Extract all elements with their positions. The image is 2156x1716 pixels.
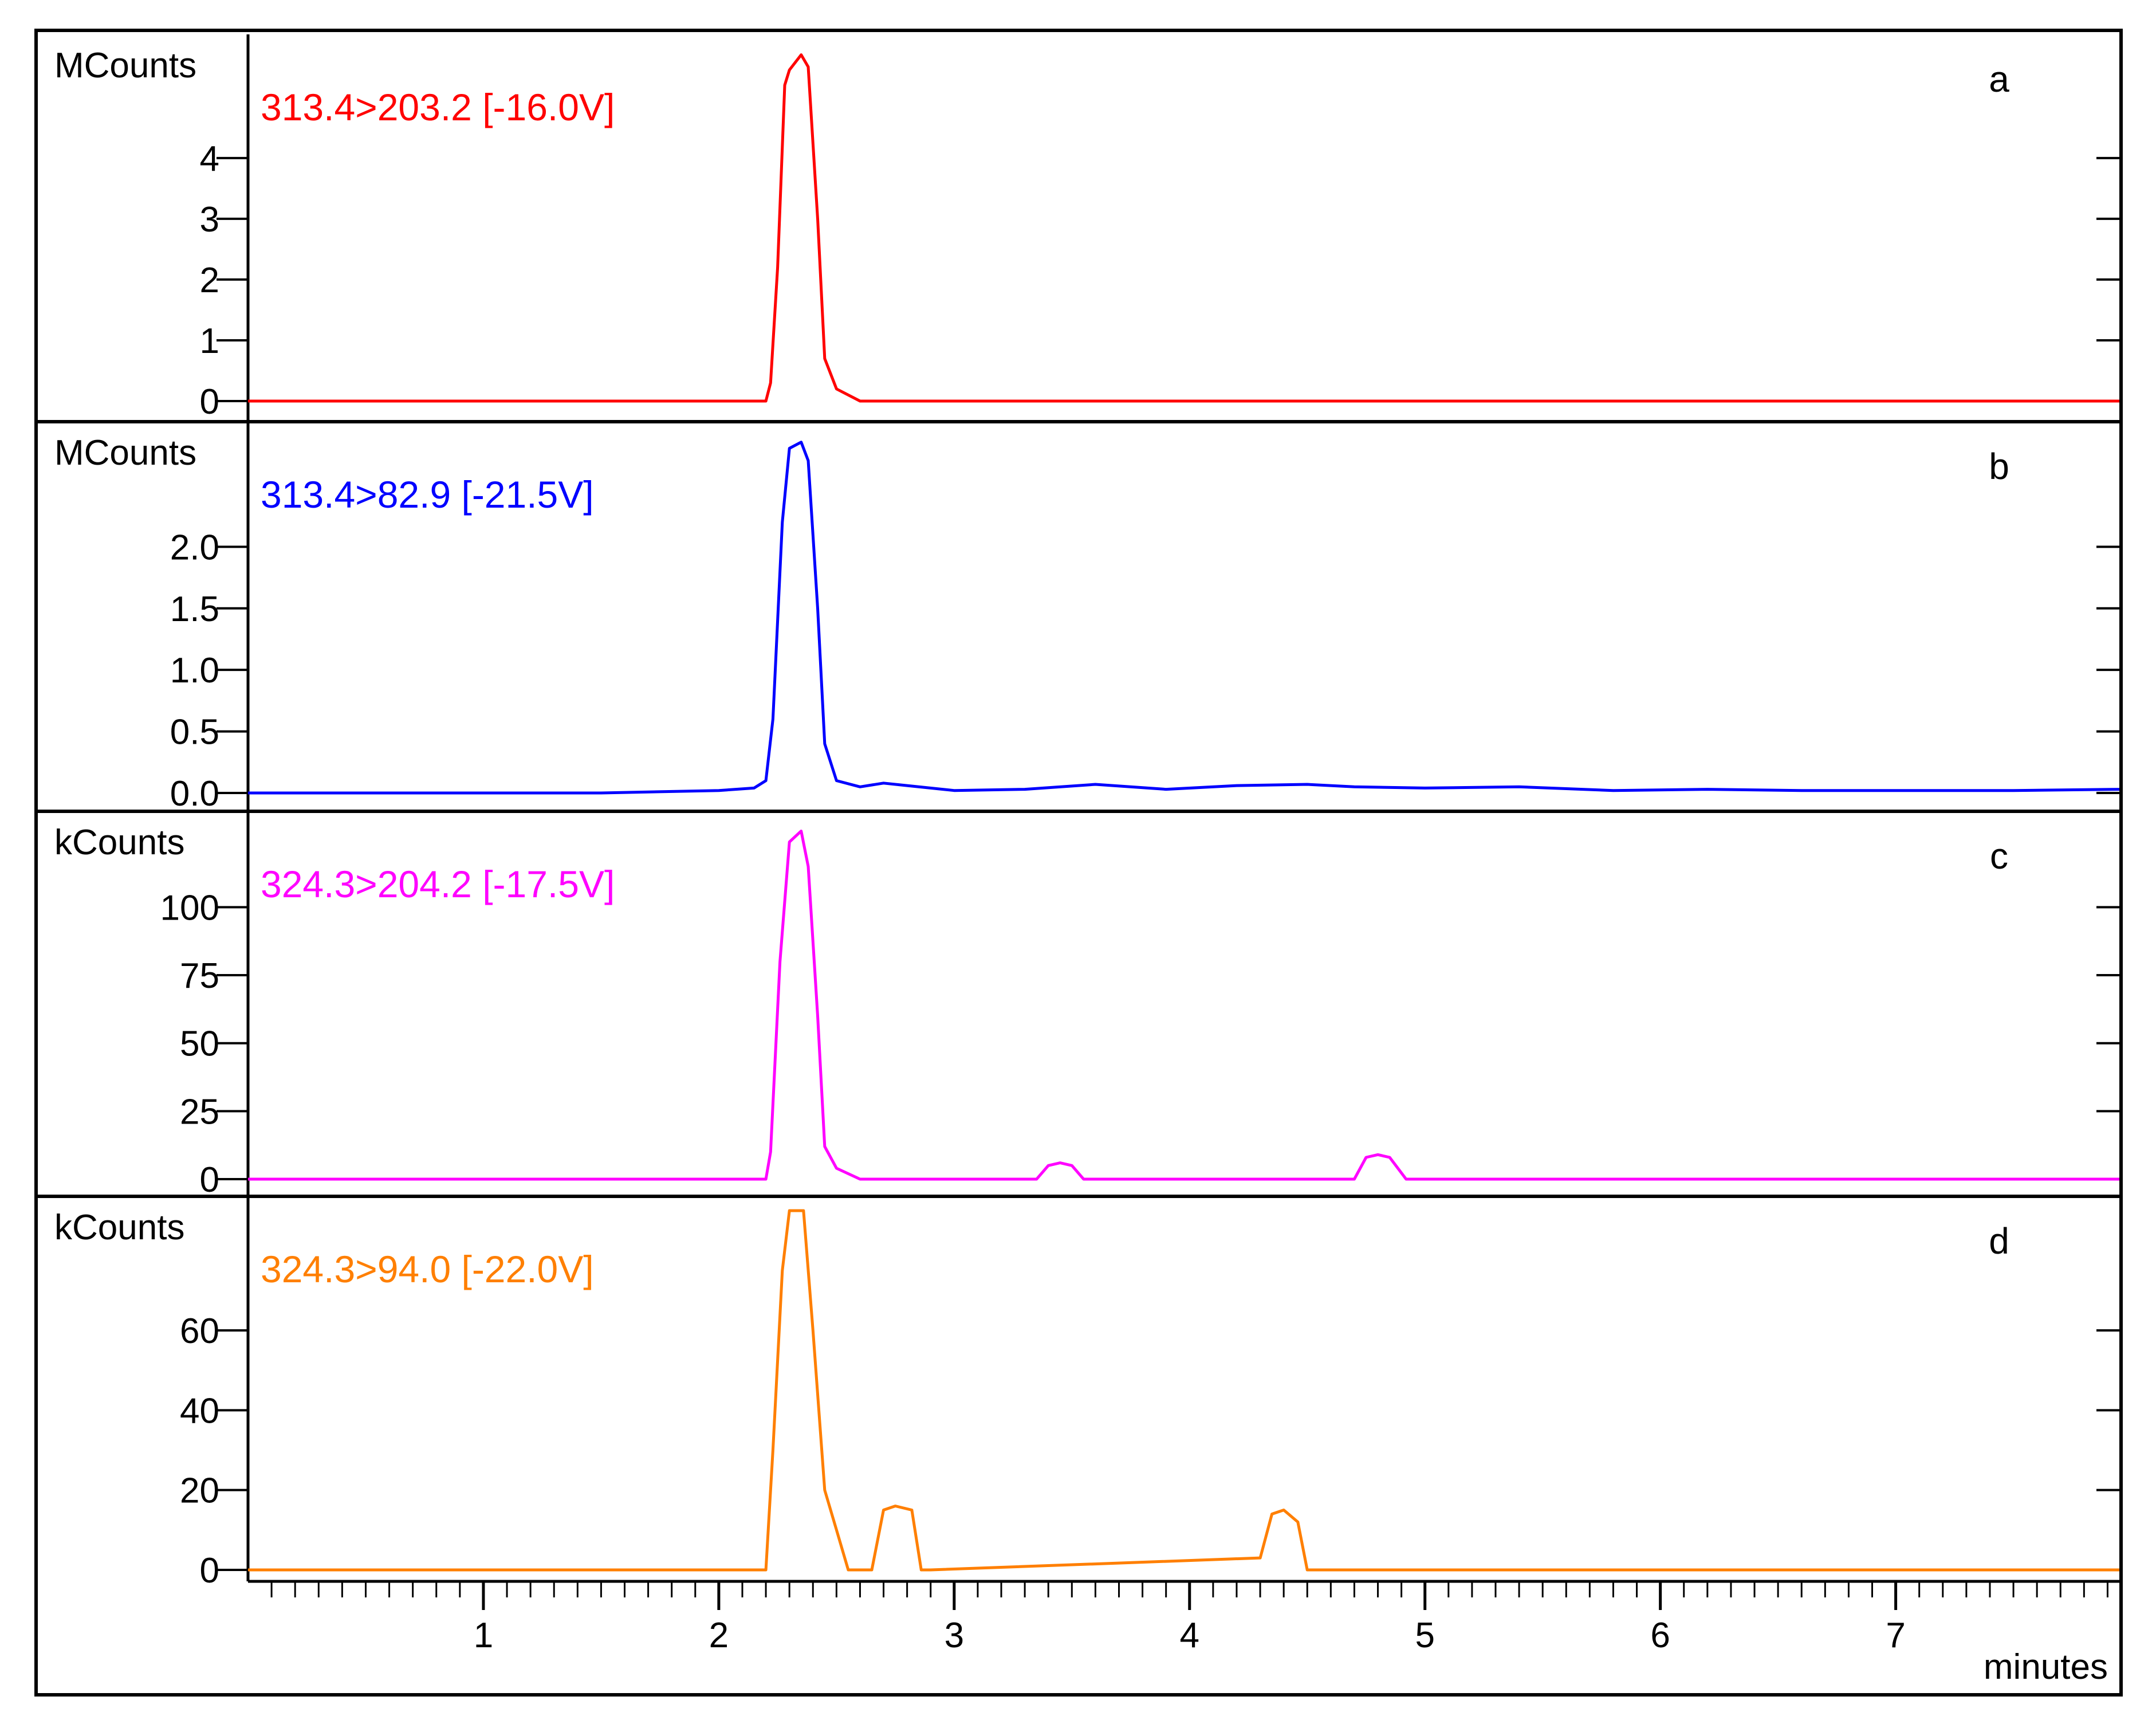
panel-c: 0 25 50 75 100 kCounts c 324.3>204.2 [-17.5V] bbox=[36, 811, 2121, 1200]
y-tick-label: 20 bbox=[180, 1471, 219, 1511]
figure-frame bbox=[34, 29, 2123, 1697]
y-tick-label: 1.0 bbox=[170, 651, 219, 690]
trace-label: 324.3>204.2 [-17.5V] bbox=[261, 863, 615, 905]
y-tick-label: 40 bbox=[180, 1391, 219, 1431]
y-tick-label: 0.0 bbox=[170, 774, 219, 814]
x-axis: 1 2 3 4 5 6 7 minutes bbox=[248, 1580, 2119, 1687]
y-tick-label: 75 bbox=[180, 956, 219, 996]
y-tick-label: 60 bbox=[180, 1311, 219, 1351]
x-tick-label: 5 bbox=[1415, 1616, 1434, 1655]
y-axis-label: MCounts bbox=[54, 46, 196, 85]
y-tick-label: 0.5 bbox=[170, 713, 219, 752]
y-axis-label: kCounts bbox=[54, 823, 184, 862]
x-tick-label: 1 bbox=[474, 1616, 493, 1655]
trace-label: 313.4>82.9 [-21.5V] bbox=[261, 473, 594, 516]
x-tick-label: 3 bbox=[945, 1616, 964, 1655]
x-tick-label: 2 bbox=[709, 1616, 729, 1655]
trace-label: 313.4>203.2 [-16.0V] bbox=[261, 86, 615, 128]
panel-letter: b bbox=[1989, 446, 2009, 487]
y-tick-label: 0 bbox=[200, 1551, 219, 1591]
y-tick-label: 0 bbox=[200, 1160, 219, 1200]
trace-line-c bbox=[248, 830, 2119, 1181]
y-tick-label: 2.0 bbox=[170, 528, 219, 567]
y-axis-label: kCounts bbox=[54, 1208, 184, 1247]
x-axis-label: minutes bbox=[1984, 1647, 2108, 1687]
panel-letter: d bbox=[1989, 1220, 2009, 1262]
y-tick-label: 3 bbox=[200, 200, 219, 239]
trace-line-d bbox=[248, 1209, 2119, 1572]
y-axis-label: MCounts bbox=[54, 433, 196, 473]
panel-b: 0.0 0.5 1.0 1.5 2.0 MCounts b 313.4>82.9 [-21.5… bbox=[36, 422, 2121, 814]
x-tick-label: 6 bbox=[1650, 1616, 1670, 1655]
panel-d: 0 20 40 60 kCounts d 324.3>94.0 [-22.0V] bbox=[54, 1196, 2119, 1591]
y-tick-label: 2 bbox=[200, 261, 219, 300]
y-tick-label: 100 bbox=[160, 888, 219, 928]
x-tick-label: 4 bbox=[1180, 1616, 1199, 1655]
y-tick-label: 0 bbox=[200, 382, 219, 422]
y-tick-label: 1.5 bbox=[170, 590, 219, 629]
panels-group: 0 1 2 3 4 MCounts a 313.4>203.2 [-16.0V] 0.0 0.5 1… bbox=[36, 34, 2121, 1591]
y-tick-label: 50 bbox=[180, 1024, 219, 1064]
panel-a: 0 1 2 3 4 MCounts a 313.4>203.2 [-16.0V] bbox=[36, 34, 2121, 423]
y-tick-label: 1 bbox=[200, 321, 219, 361]
panel-letter: c bbox=[1990, 835, 2008, 877]
y-tick-label: 25 bbox=[180, 1092, 219, 1132]
y-tick-label: 4 bbox=[200, 139, 219, 179]
x-tick-label: 7 bbox=[1886, 1616, 1905, 1655]
trace-label: 324.3>94.0 [-22.0V] bbox=[261, 1248, 594, 1290]
panel-letter: a bbox=[1989, 58, 2009, 100]
trace-line-a bbox=[248, 53, 2119, 403]
trace-line-b bbox=[248, 441, 2120, 795]
